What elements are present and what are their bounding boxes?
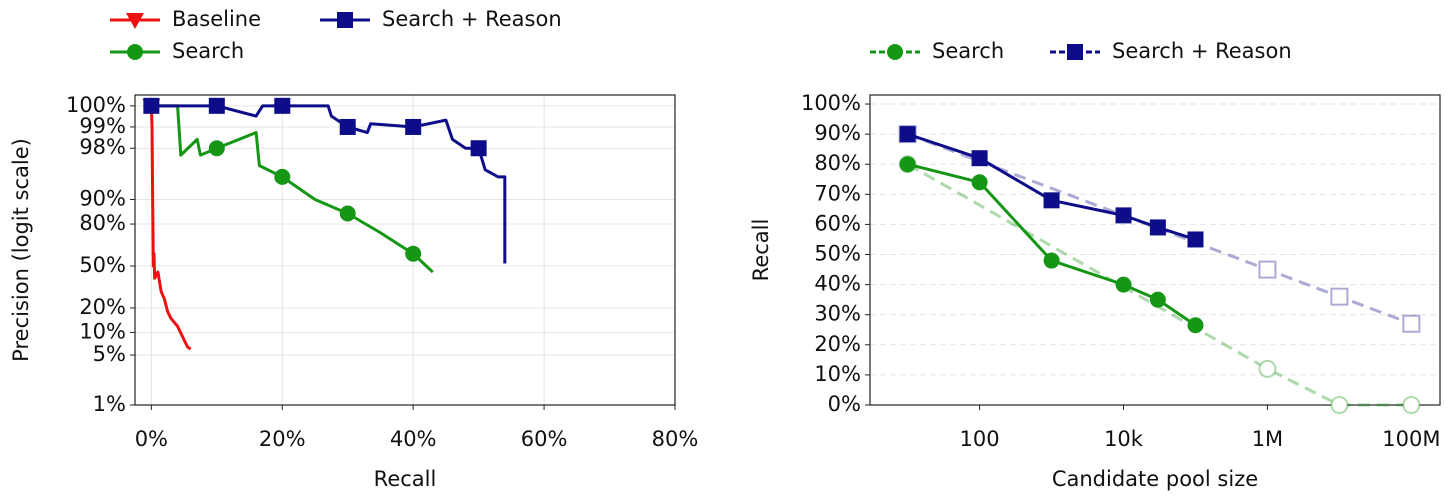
marker [1330, 287, 1349, 306]
marker [274, 97, 291, 114]
y-tick-label: 20% [79, 295, 126, 319]
marker [1115, 276, 1132, 293]
marker [899, 156, 916, 173]
x-tick-label: 60% [521, 427, 568, 451]
marker [1115, 207, 1132, 224]
marker [887, 44, 903, 60]
marker [1402, 314, 1421, 333]
marker [1402, 396, 1421, 414]
legend-label: Baseline [172, 7, 261, 31]
y-tick-label: 50% [814, 242, 861, 266]
projection-line [907, 132, 1412, 326]
plot-frame [134, 94, 676, 406]
x-tick-label: 1M [1252, 427, 1283, 451]
marker [143, 97, 160, 114]
x-tick-label: 100 [960, 427, 1000, 451]
x-tick-label: 0% [135, 427, 168, 451]
y-tick-label: 5% [93, 342, 126, 366]
y-tick-label: 1% [93, 392, 126, 416]
x-tick-label: 40% [390, 427, 437, 451]
marker [274, 168, 291, 185]
y-axis-label: Recall [749, 219, 773, 282]
y-tick-label: 30% [814, 302, 861, 326]
legend-label: Search + Reason [1112, 39, 1292, 63]
marker [1043, 252, 1060, 269]
x-tick-label: 100M [1382, 427, 1440, 451]
marker [470, 140, 487, 157]
marker [1330, 396, 1349, 414]
y-tick-label: 90% [814, 121, 861, 145]
marker [405, 118, 422, 135]
y-tick-label: 60% [814, 211, 861, 235]
y-axis-label: Precision (logit scale) [9, 138, 33, 362]
y-tick-label: 10% [814, 362, 861, 386]
y-tick-label: 100% [66, 93, 126, 117]
y-tick-label: 99% [79, 114, 126, 138]
marker [208, 97, 225, 114]
marker [126, 13, 144, 29]
x-tick-label: 80% [652, 427, 699, 451]
x-tick-label: 10k [1104, 427, 1144, 451]
y-tick-label: 80% [814, 151, 861, 175]
marker [208, 140, 225, 157]
marker [339, 118, 356, 135]
legend-label: Search [932, 39, 1004, 63]
marker [339, 205, 356, 222]
marker [405, 245, 422, 262]
marker [1187, 317, 1204, 334]
marker [899, 126, 916, 143]
legend-label: Search + Reason [382, 7, 562, 31]
y-tick-label: 0% [828, 392, 861, 416]
marker [1258, 260, 1277, 279]
x-axis-label: Recall [374, 467, 437, 491]
marker [1258, 359, 1277, 378]
marker [127, 44, 143, 60]
y-tick-label: 20% [814, 332, 861, 356]
marker [1043, 192, 1060, 209]
marker [1149, 219, 1166, 236]
marker [1187, 231, 1204, 248]
y-tick-label: 98% [79, 135, 126, 159]
y-tick-label: 10% [79, 319, 126, 343]
plot-frame [869, 94, 1441, 406]
x-tick-label: 20% [259, 427, 306, 451]
marker [1067, 44, 1083, 60]
series-line [149, 105, 192, 351]
x-axis-label: Candidate pool size [1052, 467, 1258, 491]
series-line [151, 104, 507, 264]
marker [971, 150, 988, 167]
y-tick-label: 80% [79, 211, 126, 235]
y-tick-label: 90% [79, 187, 126, 211]
series-line [151, 104, 434, 274]
marker [337, 12, 353, 28]
marker [971, 174, 988, 191]
legend-label: Search [172, 39, 244, 63]
marker [1149, 291, 1166, 308]
y-tick-label: 50% [79, 253, 126, 277]
y-tick-label: 70% [814, 181, 861, 205]
y-tick-label: 100% [801, 91, 861, 115]
y-tick-label: 40% [814, 272, 861, 296]
